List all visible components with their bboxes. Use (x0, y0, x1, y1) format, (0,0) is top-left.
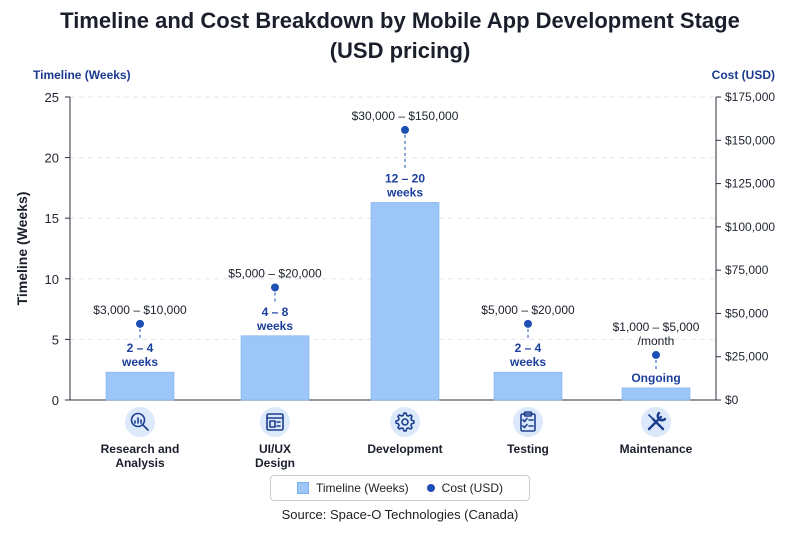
bar-value-label: Ongoing (631, 371, 680, 385)
y-tick-label-right: $75,000 (725, 263, 769, 277)
wrench-head (656, 411, 667, 422)
cost-value-label: $1,000 – $5,000 (613, 320, 700, 334)
y-tick-label-left: 0 (52, 393, 59, 408)
y-axis-top-label-left: Timeline (Weeks) (33, 68, 131, 82)
layout-block (269, 420, 276, 428)
chart-legend: Timeline (Weeks) Cost (USD) (270, 475, 530, 501)
magnifier-lens (130, 412, 146, 428)
screwdriver-tip (648, 414, 654, 420)
y-tick-label-left: 10 (45, 272, 59, 287)
window-frame (266, 413, 284, 431)
screwdriver-shaft (651, 417, 665, 431)
gear-hub (401, 418, 409, 426)
bar-value-label: 4 – 8 (262, 305, 289, 319)
x-tick-label: Development (367, 442, 442, 456)
clipboard-checklist-icon (513, 407, 543, 437)
y-axis-label-left: Timeline (Weeks) (14, 192, 30, 306)
legend-label-cost: Cost (USD) (441, 481, 504, 495)
cost-point-4 (524, 319, 532, 328)
bar-3 (370, 202, 440, 401)
gear-icon (390, 407, 420, 437)
bar-5 (621, 387, 691, 401)
bar-1 (105, 371, 175, 401)
bar-value-label: weeks (509, 355, 546, 369)
design-layout-icon (260, 407, 290, 437)
cost-value-label: $30,000 – $150,000 (352, 109, 459, 123)
y-tick-label-right: $0 (725, 393, 739, 407)
chart-title-line1: Timeline and Cost Breakdown by Mobile Ap… (60, 8, 740, 33)
check-mark (522, 417, 528, 423)
cost-value-label: $5,000 – $20,000 (228, 266, 322, 280)
cost-point-2 (271, 283, 279, 292)
bar-value-label: 12 – 20 (385, 171, 425, 185)
y-tick-label-right: $100,000 (725, 220, 775, 234)
cost-point-3 (401, 125, 409, 134)
y-tick-label-left: 15 (45, 211, 59, 226)
cost-point-5 (652, 350, 660, 359)
cost-value-label: $3,000 – $10,000 (93, 303, 187, 317)
clipboard-board (520, 413, 536, 432)
x-tick-label: Analysis (115, 456, 165, 470)
cost-value-label: /month (638, 334, 675, 348)
y-tick-label-left: 5 (52, 332, 59, 347)
wrench-screwdriver-icon (641, 407, 671, 437)
legend-label-timeline: Timeline (Weeks) (315, 481, 409, 495)
cost-point-1 (136, 319, 144, 328)
bar-2 (240, 335, 310, 401)
magnifier-chart-icon (125, 407, 155, 437)
y-tick-label-right: $150,000 (725, 133, 775, 147)
y-tick-label-right: $25,000 (725, 350, 769, 364)
y-tick-label-right: $175,000 (725, 90, 775, 104)
x-tick-label: Maintenance (620, 442, 693, 456)
y-tick-label-left: 20 (45, 151, 59, 166)
icon-background (390, 407, 420, 437)
bar-value-label: 2 – 4 (127, 341, 154, 355)
legend-item-timeline: Timeline (Weeks) (296, 481, 409, 495)
clipboard-clip (523, 411, 533, 417)
x-tick-label: Research and (101, 442, 180, 456)
legend-swatch-point (426, 484, 435, 492)
bar-4 (493, 371, 563, 401)
check-mark (522, 423, 528, 429)
cost-value-label: $5,000 – $20,000 (481, 303, 575, 317)
x-tick-label: Testing (507, 442, 549, 456)
bar-value-label: weeks (121, 355, 158, 369)
y-tick-label-right: $125,000 (725, 177, 775, 191)
bar-value-label: weeks (386, 185, 423, 199)
bar-value-label: 2 – 4 (515, 341, 542, 355)
y-tick-label-right: $50,000 (725, 306, 769, 320)
icon-background (125, 407, 155, 437)
x-tick-label: UI/UX (259, 442, 291, 456)
bar-value-label: weeks (256, 319, 293, 333)
y-tick-label-left: 25 (45, 90, 59, 105)
chart-title-line2: (USD pricing) (329, 38, 471, 63)
legend-item-cost: Cost (USD) (426, 481, 504, 495)
magnifier-handle (142, 424, 149, 431)
chart-title: Timeline and Cost Breakdown by Mobile Ap… (0, 6, 800, 66)
x-tick-label: Design (255, 456, 295, 470)
gear-outline (395, 412, 415, 432)
legend-swatch-bar (296, 482, 309, 494)
chart-source: Source: Space-O Technologies (Canada) (281, 507, 519, 522)
y-axis-top-label-right: Cost (USD) (712, 68, 775, 82)
